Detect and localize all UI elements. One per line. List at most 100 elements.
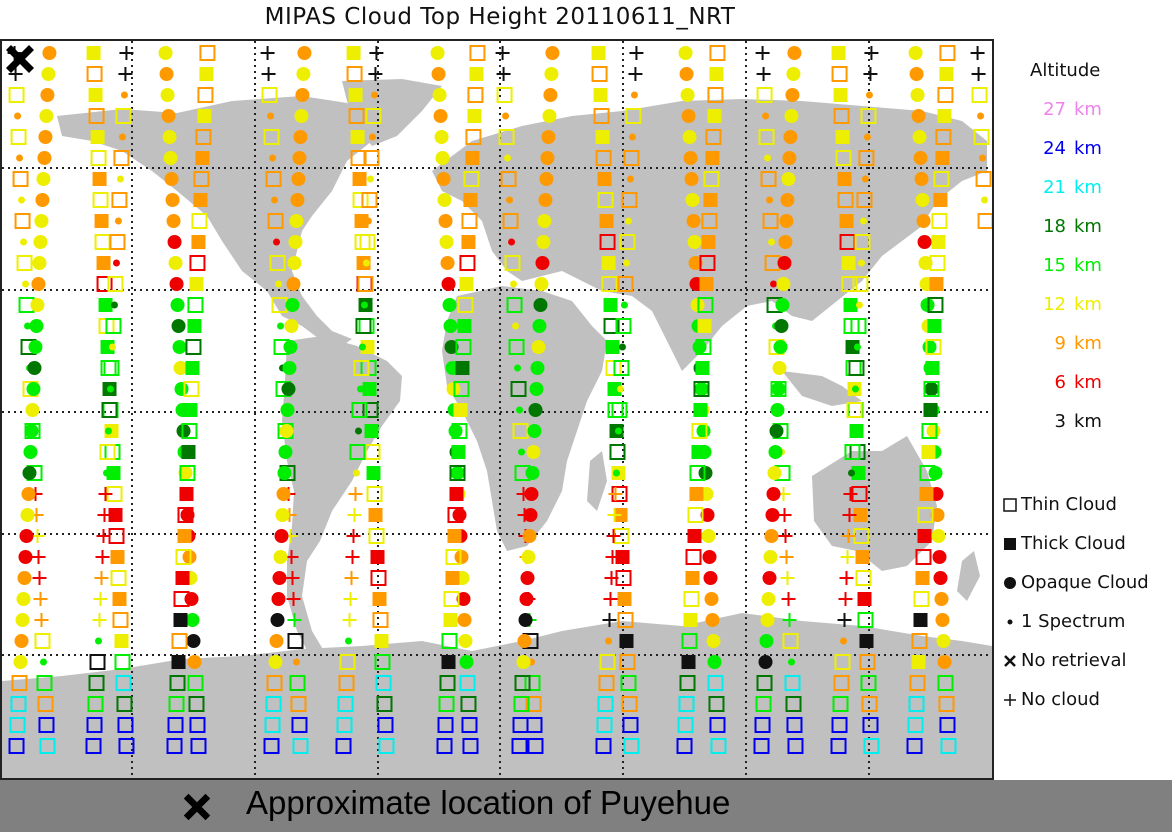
- track-point: [345, 550, 360, 564]
- track-point: [521, 550, 536, 564]
- track-point: [280, 403, 295, 417]
- track-point: [847, 469, 855, 477]
- track-point: [538, 193, 553, 207]
- track-point: [517, 634, 532, 648]
- track-point: [531, 340, 546, 354]
- track-point: [92, 613, 107, 627]
- track-point: [526, 445, 541, 459]
- track-point: [34, 613, 49, 627]
- track-point: [110, 550, 125, 564]
- track-point: [508, 238, 516, 246]
- track-point: [22, 280, 30, 288]
- track-point: [8, 87, 25, 103]
- track-point: [193, 171, 210, 187]
- track-point: [26, 382, 41, 396]
- track-point: [459, 675, 476, 691]
- track-point: [189, 717, 206, 733]
- track-point: [913, 151, 928, 165]
- track-point: [682, 130, 697, 144]
- track-point: [112, 612, 129, 628]
- track-point: [433, 109, 448, 123]
- track-point: [500, 171, 517, 187]
- track-point: [374, 654, 391, 670]
- track-point: [696, 424, 711, 438]
- track-point: [933, 193, 948, 207]
- track-point: [351, 402, 368, 418]
- track-point: [756, 87, 773, 103]
- track-point: [622, 717, 639, 733]
- track-point: [261, 67, 276, 81]
- track-point: [597, 192, 614, 208]
- track-point: [919, 465, 936, 481]
- track-point: [617, 592, 632, 606]
- track-point: [511, 738, 528, 754]
- track-point: [265, 696, 282, 712]
- track-point: [108, 508, 123, 522]
- track-point: [925, 339, 942, 355]
- track-point: [104, 444, 121, 460]
- track-point: [777, 256, 792, 270]
- track-point: [177, 529, 192, 543]
- track-point: [105, 318, 122, 334]
- track-point: [363, 150, 380, 166]
- track-point: [595, 130, 610, 144]
- track-point: [603, 298, 618, 312]
- track-point: [536, 235, 551, 249]
- track-point: [683, 591, 700, 607]
- track-point: [175, 571, 190, 585]
- track-point: [35, 193, 50, 207]
- track-point: [684, 172, 699, 186]
- track-point: [678, 46, 693, 60]
- track-point: [358, 343, 366, 351]
- track-point: [167, 717, 184, 733]
- legend-symbol-x-mark: No retrieval: [1002, 650, 1127, 671]
- track-point: [172, 340, 187, 354]
- track-point: [352, 469, 360, 477]
- track-point: [119, 46, 134, 60]
- track-point: [166, 214, 181, 228]
- track-point: [348, 88, 363, 102]
- track-point: [293, 130, 308, 144]
- track-point: [496, 87, 513, 103]
- track-point: [96, 256, 111, 270]
- track-point: [678, 696, 695, 712]
- track-point: [8, 67, 23, 81]
- track-point: [279, 424, 294, 438]
- track-point: [273, 550, 288, 564]
- track-point: [630, 91, 638, 99]
- track-point: [368, 133, 376, 141]
- track-point: [620, 675, 637, 691]
- track-point: [352, 172, 367, 186]
- track-point: [94, 214, 109, 228]
- track-point: [447, 529, 462, 543]
- track-point: [168, 256, 183, 270]
- track-point: [857, 612, 874, 628]
- track-point: [376, 696, 393, 712]
- track-point: [852, 276, 869, 292]
- track-point: [676, 738, 693, 754]
- track-point: [527, 424, 542, 438]
- track-point: [687, 529, 702, 543]
- track-point: [619, 234, 636, 250]
- track-point: [913, 613, 928, 627]
- track-point: [282, 361, 297, 375]
- track-point: [362, 382, 377, 396]
- track-point: [116, 696, 133, 712]
- track-point: [907, 717, 924, 733]
- track-point: [518, 448, 526, 456]
- track-point: [107, 276, 124, 292]
- track-point: [16, 255, 33, 271]
- track-point: [451, 445, 466, 459]
- track-point: [268, 655, 283, 669]
- track-point: [842, 508, 857, 522]
- track-point: [354, 234, 371, 250]
- track-point: [973, 129, 990, 145]
- track-point: [277, 322, 285, 330]
- legend-altitude-15km: 15 km: [1043, 255, 1102, 276]
- track-point: [604, 571, 619, 585]
- track-point: [270, 613, 285, 627]
- track-point: [184, 592, 199, 606]
- track-point: [540, 151, 555, 165]
- track-point: [687, 507, 704, 523]
- track-point: [187, 297, 204, 313]
